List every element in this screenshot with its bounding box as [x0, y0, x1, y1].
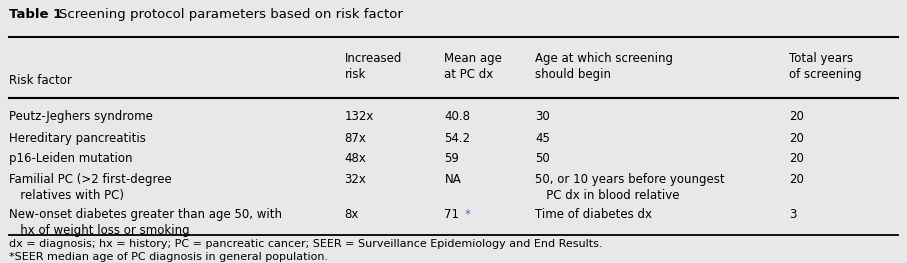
Text: Screening protocol parameters based on risk factor: Screening protocol parameters based on r… [59, 8, 403, 21]
Text: Risk factor: Risk factor [9, 74, 72, 87]
Text: 50: 50 [535, 152, 550, 165]
Text: Table 1: Table 1 [9, 8, 63, 21]
Text: *: * [464, 208, 470, 221]
Text: 20: 20 [789, 110, 804, 123]
Text: 71: 71 [444, 208, 460, 221]
Text: Total years
of screening: Total years of screening [789, 52, 862, 81]
Text: 48x: 48x [345, 152, 366, 165]
Text: 132x: 132x [345, 110, 374, 123]
Text: 20: 20 [789, 132, 804, 145]
Text: *SEER median age of PC diagnosis in general population.: *SEER median age of PC diagnosis in gene… [9, 252, 328, 262]
Text: 3: 3 [789, 208, 796, 221]
Text: Familial PC (>2 first-degree
   relatives with PC): Familial PC (>2 first-degree relatives w… [9, 173, 171, 202]
Text: dx = diagnosis; hx = history; PC = pancreatic cancer; SEER = Surveillance Epidem: dx = diagnosis; hx = history; PC = pancr… [9, 239, 602, 249]
Text: 45: 45 [535, 132, 550, 145]
Text: NA: NA [444, 173, 461, 186]
Text: 20: 20 [789, 152, 804, 165]
Text: 87x: 87x [345, 132, 366, 145]
Text: Hereditary pancreatitis: Hereditary pancreatitis [9, 132, 146, 145]
Text: Age at which screening
should begin: Age at which screening should begin [535, 52, 673, 81]
Text: 54.2: 54.2 [444, 132, 471, 145]
Text: p16-Leiden mutation: p16-Leiden mutation [9, 152, 132, 165]
Text: New-onset diabetes greater than age 50, with
   hx of weight loss or smoking: New-onset diabetes greater than age 50, … [9, 208, 282, 237]
Text: 32x: 32x [345, 173, 366, 186]
Text: 59: 59 [444, 152, 459, 165]
Text: Mean age
at PC dx: Mean age at PC dx [444, 52, 502, 81]
Text: Peutz-Jeghers syndrome: Peutz-Jeghers syndrome [9, 110, 153, 123]
Text: 40.8: 40.8 [444, 110, 471, 123]
Text: 20: 20 [789, 173, 804, 186]
Text: 8x: 8x [345, 208, 359, 221]
Text: Time of diabetes dx: Time of diabetes dx [535, 208, 652, 221]
Text: 50, or 10 years before youngest
   PC dx in blood relative: 50, or 10 years before youngest PC dx in… [535, 173, 725, 202]
Text: Increased
risk: Increased risk [345, 52, 402, 81]
Text: 30: 30 [535, 110, 550, 123]
